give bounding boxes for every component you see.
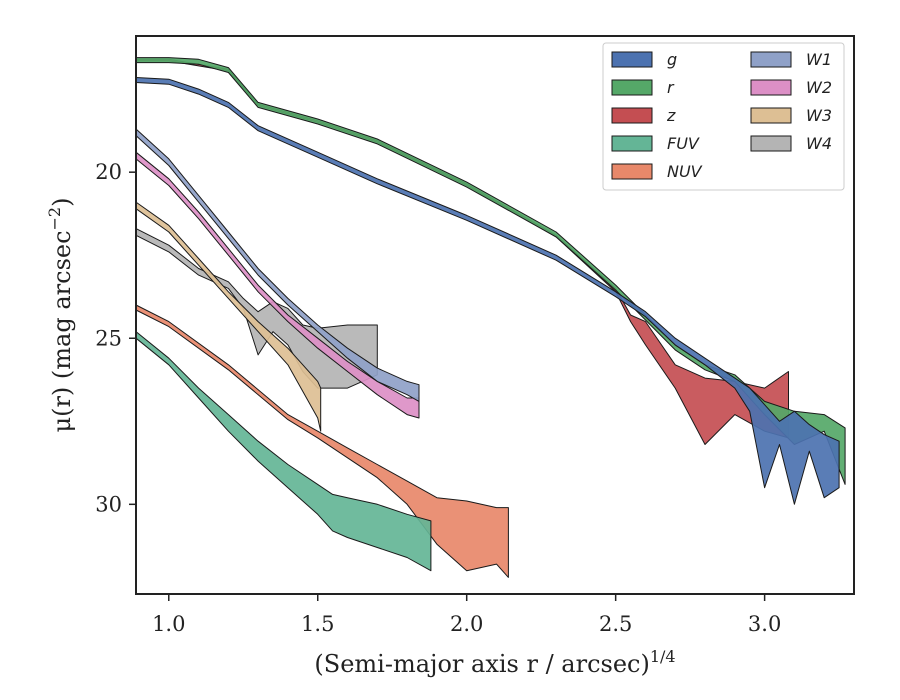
- band-g: [135, 77, 840, 505]
- legend-swatch-g: [611, 51, 653, 68]
- y-tick-label: 20: [95, 160, 122, 184]
- legend: grz FUV NUV W1 W2 W3 W4: [602, 42, 845, 191]
- legend-label-nuv: NUV: [667, 162, 703, 181]
- y-axis-label: μ(r) (mag arcsec−2): [45, 198, 76, 433]
- x-axis-ticks: 1.0 1.5 2.0 2.5 3.0: [152, 594, 781, 636]
- legend-swatch-fuv: [611, 135, 653, 152]
- profile-bands: [135, 57, 846, 578]
- legend-label-r: r: [667, 78, 675, 97]
- x-tick-label: 1.5: [301, 612, 334, 636]
- band-w3: [135, 201, 322, 432]
- y-axis-label-exponent: −2: [45, 207, 64, 231]
- legend-label-fuv: FUV: [667, 134, 700, 153]
- legend-label-w2: W2: [806, 78, 832, 97]
- legend-label-z: z: [666, 106, 676, 125]
- legend-swatch-w1: [750, 51, 792, 68]
- x-tick-label: 2.0: [450, 612, 483, 636]
- x-axis-label-exponent: 1/4: [650, 647, 676, 666]
- band-w2: [135, 151, 420, 419]
- y-tick-label: 30: [95, 492, 122, 516]
- legend-swatch-r: [611, 79, 653, 96]
- legend-swatch-nuv: [611, 163, 653, 180]
- x-tick-label: 2.5: [599, 612, 632, 636]
- legend-label-g: g: [667, 50, 677, 69]
- band-r: [135, 57, 846, 485]
- x-axis-label: (Semi-major axis r / arcsec)1/4: [314, 647, 675, 678]
- legend-swatch-w2: [750, 79, 792, 96]
- x-tick-label: 3.0: [748, 612, 781, 636]
- plot-frame: [135, 35, 855, 595]
- x-tick-label: 1.0: [152, 612, 185, 636]
- legend-swatch-z: [611, 107, 653, 124]
- legend-label-w4: W4: [806, 134, 832, 153]
- y-axis-label-close: ): [48, 198, 76, 207]
- band-nuv: [135, 304, 509, 578]
- legend-label-w3: W3: [806, 106, 832, 125]
- y-tick-label: 25: [95, 326, 122, 350]
- legend-swatch-w3: [750, 107, 792, 124]
- legend-swatch-w4: [750, 135, 792, 152]
- y-axis-ticks: 20 25 30: [95, 160, 136, 516]
- band-fuv: [135, 331, 432, 572]
- band-w1: [135, 128, 420, 402]
- legend-label-w1: W1: [806, 50, 832, 69]
